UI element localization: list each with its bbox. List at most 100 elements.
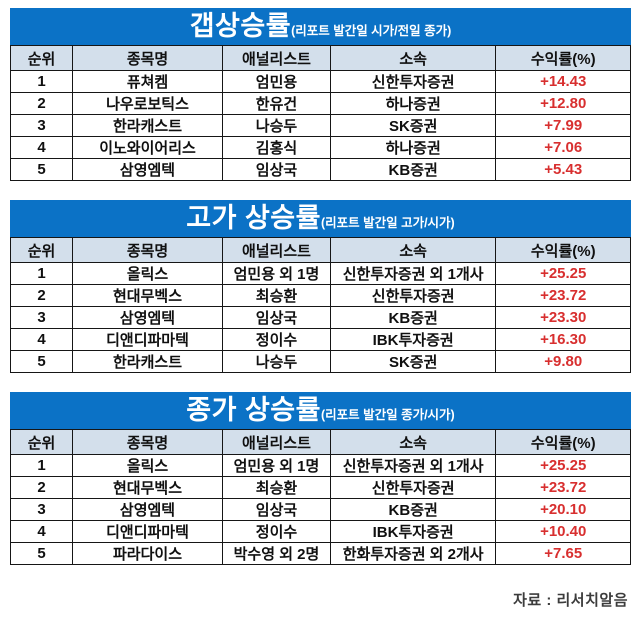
- column-header: 순위: [10, 237, 73, 263]
- rank-cell: 4: [10, 520, 73, 543]
- rank-cell: 1: [10, 262, 73, 285]
- firm-cell: KB증권: [329, 158, 497, 181]
- analyst-cell: 한유건: [222, 92, 331, 115]
- rank-cell: 1: [10, 70, 73, 93]
- rank-cell: 5: [10, 158, 73, 181]
- return-cell: +16.30: [495, 328, 631, 351]
- column-header: 수익률(%): [495, 429, 631, 455]
- column-header: 소속: [329, 237, 497, 263]
- table-row: 4 디앤디파마텍 정이수 IBK투자증권 +10.40: [10, 520, 631, 543]
- table-subtitle: (리포트 발간일 종가/시가): [320, 408, 455, 422]
- gap-rise-table-section: 갭상승률 (리포트 발간일 시가/전일 종가) 순위 종목명 애널리스트 소속 수익률(%…: [10, 8, 631, 181]
- stock-name-cell: 퓨쳐켐: [71, 70, 224, 93]
- table-row: 3 한라캐스트 나승두 SK증권 +7.99: [10, 114, 631, 137]
- rank-cell: 3: [10, 498, 73, 521]
- column-header: 수익률(%): [495, 45, 631, 71]
- column-header: 소속: [329, 429, 497, 455]
- table-row: 1 올릭스 엄민용 외 1명 신한투자증권 외 1개사 +25.25: [10, 262, 631, 285]
- analyst-cell: 엄민용: [222, 70, 331, 93]
- stock-name-cell: 현대무벡스: [71, 284, 224, 307]
- column-header: 순위: [10, 45, 73, 71]
- firm-cell: 하나증권: [329, 136, 497, 159]
- column-header: 소속: [329, 45, 497, 71]
- table-title: 갭상승률: [189, 11, 292, 41]
- analyst-cell: 정이수: [222, 520, 331, 543]
- analyst-cell: 나승두: [222, 350, 331, 373]
- table-row: 2 현대무벡스 최승환 신한투자증권 +23.72: [10, 476, 631, 499]
- rank-cell: 4: [10, 136, 73, 159]
- return-cell: +7.06: [495, 136, 631, 159]
- firm-cell: IBK투자증권: [329, 328, 497, 351]
- stock-name-cell: 이노와이어리스: [71, 136, 224, 159]
- firm-cell: SK증권: [329, 350, 497, 373]
- stock-name-cell: 삼영엠텍: [71, 306, 224, 329]
- column-header: 종목명: [71, 45, 224, 71]
- return-cell: +14.43: [495, 70, 631, 93]
- firm-cell: SK증권: [329, 114, 497, 137]
- return-cell: +7.99: [495, 114, 631, 137]
- firm-cell: 신한투자증권: [329, 284, 497, 307]
- ranking-table: 순위 종목명 애널리스트 소속 수익률(%) 1 올릭스 엄민용 외 1명 신한투자증권 외 …: [10, 429, 631, 565]
- table-row: 2 현대무벡스 최승환 신한투자증권 +23.72: [10, 284, 631, 307]
- table-title-bar: 종가 상승률 (리포트 발간일 종가/시가): [10, 392, 631, 429]
- table-row: 3 삼영엠텍 임상국 KB증권 +23.30: [10, 306, 631, 329]
- column-header: 수익률(%): [495, 237, 631, 263]
- firm-cell: 하나증권: [329, 92, 497, 115]
- analyst-cell: 김홍식: [222, 136, 331, 159]
- return-cell: +5.43: [495, 158, 631, 181]
- header-row: 순위 종목명 애널리스트 소속 수익률(%): [10, 237, 631, 263]
- table-row: 5 한라캐스트 나승두 SK증권 +9.80: [10, 350, 631, 373]
- firm-cell: 한화투자증권 외 2개사: [329, 542, 497, 565]
- analyst-cell: 임상국: [222, 306, 331, 329]
- rank-cell: 4: [10, 328, 73, 351]
- table-row: 4 디앤디파마텍 정이수 IBK투자증권 +16.30: [10, 328, 631, 351]
- rank-cell: 2: [10, 92, 73, 115]
- analyst-cell: 임상국: [222, 158, 331, 181]
- stock-name-cell: 한라캐스트: [71, 350, 224, 373]
- firm-cell: 신한투자증권 외 1개사: [329, 454, 497, 477]
- table-title: 종가 상승률: [186, 395, 321, 425]
- table-row: 2 나우로보틱스 한유건 하나증권 +12.80: [10, 92, 631, 115]
- stock-name-cell: 현대무벡스: [71, 476, 224, 499]
- column-header: 애널리스트: [222, 237, 331, 263]
- return-cell: +9.80: [495, 350, 631, 373]
- return-cell: +23.72: [495, 284, 631, 307]
- stock-name-cell: 디앤디파마텍: [71, 520, 224, 543]
- table-row: 5 파라다이스 박수영 외 2명 한화투자증권 외 2개사 +7.65: [10, 542, 631, 565]
- header-row: 순위 종목명 애널리스트 소속 수익률(%): [10, 429, 631, 455]
- firm-cell: KB증권: [329, 306, 497, 329]
- rank-cell: 2: [10, 284, 73, 307]
- source-credit: 자료 : 리서치알음: [513, 592, 628, 609]
- table-row: 5 삼영엠텍 임상국 KB증권 +5.43: [10, 158, 631, 181]
- return-cell: +23.72: [495, 476, 631, 499]
- header-row: 순위 종목명 애널리스트 소속 수익률(%): [10, 45, 631, 71]
- high-rise-table-section: 고가 상승률 (리포트 발간일 고가/시가) 순위 종목명 애널리스트 소속 수익률(%)…: [10, 200, 631, 373]
- return-cell: +23.30: [495, 306, 631, 329]
- analyst-cell: 최승환: [222, 284, 331, 307]
- table-row: 1 올릭스 엄민용 외 1명 신한투자증권 외 1개사 +25.25: [10, 454, 631, 477]
- return-cell: +25.25: [495, 262, 631, 285]
- stock-name-cell: 삼영엠텍: [71, 158, 224, 181]
- return-cell: +12.80: [495, 92, 631, 115]
- firm-cell: 신한투자증권 외 1개사: [329, 262, 497, 285]
- firm-cell: IBK투자증권: [329, 520, 497, 543]
- return-cell: +10.40: [495, 520, 631, 543]
- return-cell: +20.10: [495, 498, 631, 521]
- column-header: 애널리스트: [222, 429, 331, 455]
- return-cell: +25.25: [495, 454, 631, 477]
- table-row: 1 퓨쳐켐 엄민용 신한투자증권 +14.43: [10, 70, 631, 93]
- table-row: 4 이노와이어리스 김홍식 하나증권 +7.06: [10, 136, 631, 159]
- analyst-cell: 임상국: [222, 498, 331, 521]
- firm-cell: KB증권: [329, 498, 497, 521]
- stock-name-cell: 나우로보틱스: [71, 92, 224, 115]
- rank-cell: 2: [10, 476, 73, 499]
- rank-cell: 5: [10, 350, 73, 373]
- column-header: 종목명: [71, 429, 224, 455]
- ranking-table: 순위 종목명 애널리스트 소속 수익률(%) 1 퓨쳐켐 엄민용 신한투자증권 +14.43 2 나…: [10, 45, 631, 181]
- stock-name-cell: 디앤디파마텍: [71, 328, 224, 351]
- column-header: 애널리스트: [222, 45, 331, 71]
- table-subtitle: (리포트 발간일 시가/전일 종가): [291, 24, 452, 38]
- rank-cell: 1: [10, 454, 73, 477]
- stock-name-cell: 파라다이스: [71, 542, 224, 565]
- table-row: 3 삼영엠텍 임상국 KB증권 +20.10: [10, 498, 631, 521]
